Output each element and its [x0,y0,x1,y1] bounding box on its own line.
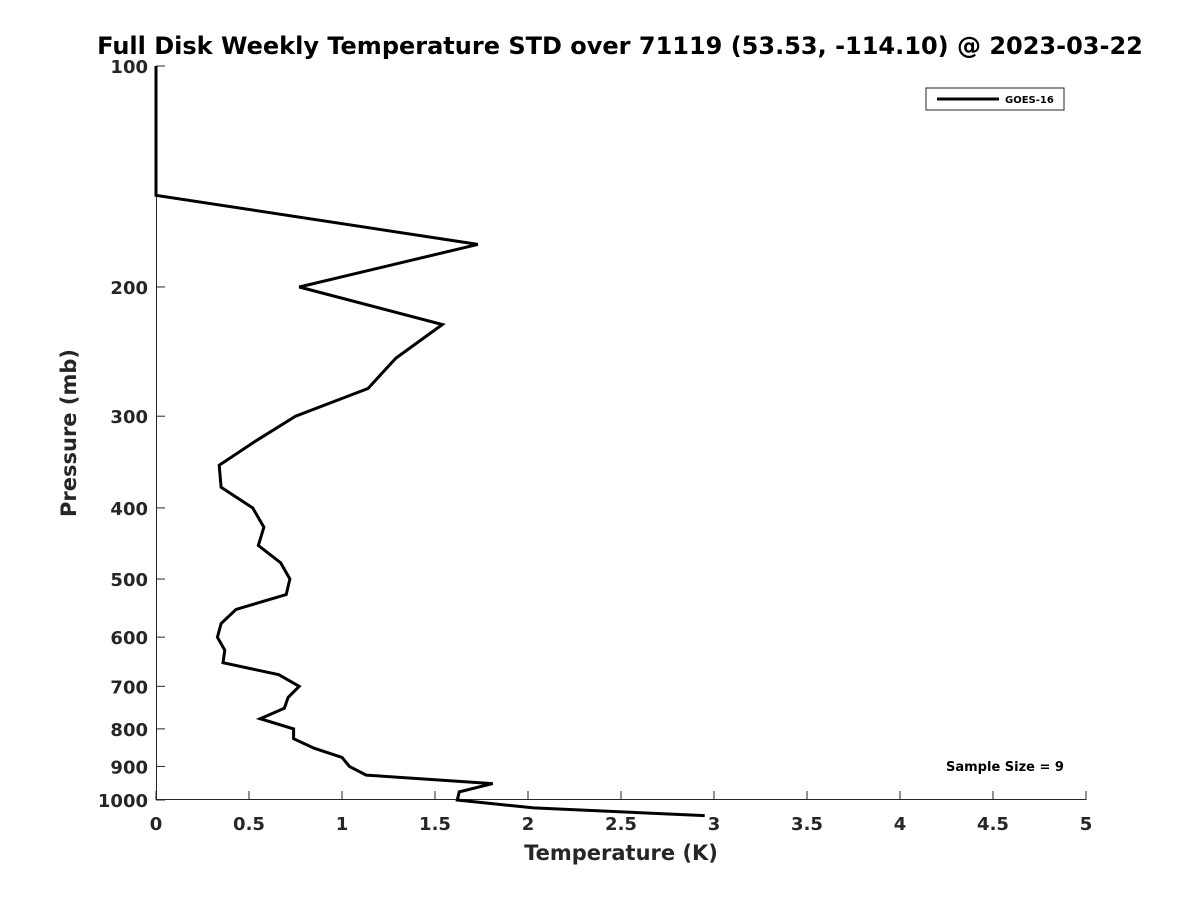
y-tick-label: 800 [110,720,148,741]
x-tick-label: 3.5 [791,814,823,835]
y-tick-label: 900 [110,757,148,778]
y-ticks: 100 200 300 400 500 600 700 800 900 1000 [98,57,165,812]
y-tick-label: 400 [110,499,148,520]
legend: GOES-16 [925,87,1065,111]
y-tick-label: 300 [110,407,148,428]
x-tick-label: 0 [150,814,163,835]
series-group [154,66,705,818]
x-tick-label: 1.5 [419,814,451,835]
y-tick-label: 600 [110,628,148,649]
y-axis-label: Pressure (mb) [57,349,81,517]
x-tick-label: 4.5 [977,814,1009,835]
sample-size-annotation: Sample Size = 9 [946,760,1064,775]
x-tick-label: 2.5 [605,814,637,835]
y-tick-label: 700 [110,677,148,698]
x-tick-label: 0.5 [233,814,265,835]
y-tick-label: 1000 [98,791,148,812]
x-tick-label: 3 [708,814,721,835]
legend-label-goes-16: GOES-16 [1005,95,1054,106]
y-tick-label: 200 [110,278,148,299]
x-tick-label: 5 [1080,814,1093,835]
chart-title: Full Disk Weekly Temperature STD over 71… [97,32,1143,60]
y-tick-label: 500 [110,570,148,591]
x-tick-label: 1 [336,814,349,835]
y-tick-label: 100 [110,57,148,78]
series-line-goes-16 [154,66,705,818]
x-tick-label: 4 [894,814,907,835]
x-tick-label: 2 [522,814,535,835]
x-ticks: 0 0.5 1 1.5 2 2.5 3 3.5 4 4.5 5 [150,791,1093,835]
x-axis-label: Temperature (K) [524,841,718,865]
